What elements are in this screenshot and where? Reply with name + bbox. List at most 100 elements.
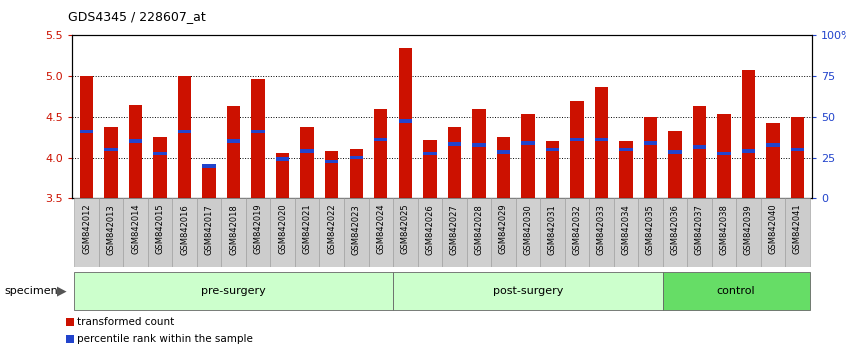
Bar bbox=[613, 198, 638, 267]
Bar bbox=[276, 157, 289, 161]
Bar bbox=[442, 198, 466, 267]
Bar bbox=[717, 114, 731, 198]
Bar bbox=[344, 198, 369, 267]
Bar bbox=[325, 160, 338, 164]
Bar bbox=[766, 123, 780, 198]
Bar bbox=[197, 198, 222, 267]
Text: post-surgery: post-surgery bbox=[492, 286, 563, 296]
Bar bbox=[74, 198, 99, 267]
Text: GSM842024: GSM842024 bbox=[376, 204, 385, 255]
Bar bbox=[173, 198, 197, 267]
Bar bbox=[246, 198, 271, 267]
Bar bbox=[742, 149, 755, 153]
Bar bbox=[393, 273, 662, 310]
Bar bbox=[178, 130, 191, 133]
Text: GSM842015: GSM842015 bbox=[156, 204, 165, 255]
Bar bbox=[295, 198, 320, 267]
Bar bbox=[791, 117, 805, 198]
Bar bbox=[227, 106, 240, 198]
Text: GSM842022: GSM842022 bbox=[327, 204, 336, 255]
Bar bbox=[564, 198, 589, 267]
Bar bbox=[521, 114, 535, 198]
Bar bbox=[398, 119, 412, 123]
Bar bbox=[148, 198, 173, 267]
Bar bbox=[540, 198, 564, 267]
Bar bbox=[104, 127, 118, 198]
Bar bbox=[546, 141, 559, 198]
Text: GSM842039: GSM842039 bbox=[744, 204, 753, 255]
Text: GSM842016: GSM842016 bbox=[180, 204, 190, 255]
Bar bbox=[619, 141, 633, 198]
Bar bbox=[369, 198, 393, 267]
Text: specimen: specimen bbox=[4, 286, 58, 296]
Bar bbox=[497, 137, 510, 198]
Text: GSM842025: GSM842025 bbox=[401, 204, 409, 255]
Bar bbox=[129, 104, 142, 198]
Text: GSM842037: GSM842037 bbox=[695, 204, 704, 255]
Bar bbox=[711, 198, 736, 267]
Bar bbox=[570, 101, 584, 198]
Bar bbox=[423, 152, 437, 155]
Bar bbox=[398, 47, 412, 198]
Bar bbox=[99, 198, 124, 267]
Text: GSM842018: GSM842018 bbox=[229, 204, 239, 255]
Bar bbox=[74, 273, 393, 310]
Bar bbox=[300, 149, 314, 153]
Text: pre-surgery: pre-surgery bbox=[201, 286, 266, 296]
Text: transformed count: transformed count bbox=[78, 317, 174, 327]
Bar bbox=[589, 198, 613, 267]
Bar bbox=[546, 148, 559, 151]
Bar bbox=[570, 138, 584, 142]
Text: GSM842013: GSM842013 bbox=[107, 204, 116, 255]
Bar bbox=[497, 150, 510, 154]
Bar bbox=[662, 198, 687, 267]
Text: GSM842014: GSM842014 bbox=[131, 204, 140, 255]
Bar bbox=[515, 198, 540, 267]
Bar bbox=[521, 141, 535, 145]
Bar bbox=[300, 127, 314, 198]
Bar bbox=[693, 106, 706, 198]
Text: GSM842031: GSM842031 bbox=[548, 204, 557, 255]
Bar bbox=[472, 143, 486, 147]
Bar bbox=[80, 76, 93, 198]
Text: ▶: ▶ bbox=[57, 285, 67, 298]
Bar bbox=[717, 152, 731, 155]
Text: control: control bbox=[717, 286, 755, 296]
Bar bbox=[66, 335, 74, 343]
Bar bbox=[418, 198, 442, 267]
Text: GSM842027: GSM842027 bbox=[450, 204, 459, 255]
Bar bbox=[202, 164, 216, 167]
Text: GSM842019: GSM842019 bbox=[254, 204, 263, 255]
Bar bbox=[124, 198, 148, 267]
Bar bbox=[761, 198, 785, 267]
Bar bbox=[104, 148, 118, 151]
Bar bbox=[785, 198, 810, 267]
Text: GSM842029: GSM842029 bbox=[499, 204, 508, 255]
Bar bbox=[227, 139, 240, 143]
Bar bbox=[644, 117, 657, 198]
Bar bbox=[423, 139, 437, 198]
Bar bbox=[349, 149, 363, 198]
Text: percentile rank within the sample: percentile rank within the sample bbox=[78, 334, 253, 344]
Bar bbox=[668, 131, 682, 198]
Bar bbox=[448, 142, 461, 145]
Bar bbox=[251, 79, 265, 198]
Text: GSM842026: GSM842026 bbox=[426, 204, 434, 255]
Bar bbox=[791, 148, 805, 151]
Text: GSM842034: GSM842034 bbox=[621, 204, 630, 255]
Bar bbox=[638, 198, 662, 267]
Bar bbox=[466, 198, 491, 267]
Bar bbox=[271, 198, 295, 267]
Bar bbox=[736, 198, 761, 267]
Bar bbox=[595, 138, 608, 142]
Bar bbox=[325, 151, 338, 198]
Bar bbox=[644, 141, 657, 145]
Text: GSM842021: GSM842021 bbox=[303, 204, 311, 255]
Bar bbox=[393, 198, 418, 267]
Bar bbox=[687, 198, 711, 267]
Text: GSM842028: GSM842028 bbox=[475, 204, 483, 255]
Bar bbox=[276, 154, 289, 198]
Bar bbox=[374, 138, 387, 142]
Bar bbox=[472, 109, 486, 198]
Text: GSM842032: GSM842032 bbox=[573, 204, 581, 255]
